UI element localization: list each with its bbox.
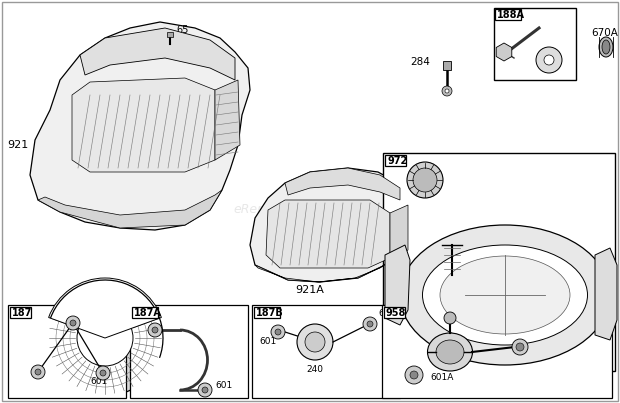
Text: 284: 284 — [410, 57, 430, 67]
Polygon shape — [266, 200, 390, 268]
Ellipse shape — [428, 333, 472, 371]
Circle shape — [77, 310, 133, 366]
Bar — [10, 307, 30, 318]
Circle shape — [100, 370, 106, 376]
Polygon shape — [285, 168, 400, 200]
Bar — [167, 32, 173, 37]
Circle shape — [444, 312, 456, 324]
Circle shape — [70, 320, 76, 326]
Polygon shape — [255, 260, 390, 282]
Ellipse shape — [599, 37, 613, 57]
Polygon shape — [80, 28, 235, 80]
Text: 601: 601 — [215, 380, 232, 390]
Wedge shape — [48, 278, 161, 338]
Circle shape — [271, 325, 285, 339]
Text: 601: 601 — [90, 378, 107, 386]
Circle shape — [202, 387, 208, 393]
Text: 921A: 921A — [296, 285, 324, 295]
Polygon shape — [250, 168, 408, 282]
Text: 601: 601 — [259, 337, 277, 347]
Ellipse shape — [436, 340, 464, 364]
Bar — [495, 9, 521, 20]
Text: 187A: 187A — [134, 308, 162, 318]
Circle shape — [31, 365, 45, 379]
Text: 188A: 188A — [497, 10, 525, 20]
Polygon shape — [595, 248, 617, 340]
Polygon shape — [38, 190, 222, 228]
Bar — [384, 307, 404, 318]
Circle shape — [152, 327, 158, 333]
Bar — [494, 8, 576, 80]
Text: 240: 240 — [306, 366, 324, 374]
Circle shape — [305, 332, 325, 352]
Text: 930: 930 — [17, 333, 38, 343]
Circle shape — [516, 343, 524, 351]
Bar — [254, 307, 280, 318]
Bar — [443, 61, 451, 70]
Circle shape — [275, 329, 281, 335]
Ellipse shape — [422, 245, 588, 345]
Text: 958: 958 — [386, 308, 406, 318]
Text: 601: 601 — [378, 310, 396, 318]
Ellipse shape — [400, 225, 610, 365]
Ellipse shape — [602, 40, 610, 54]
Text: eReplacementParts.com: eReplacementParts.com — [234, 204, 386, 216]
Text: 187B: 187B — [256, 308, 284, 318]
Circle shape — [410, 371, 418, 379]
Text: ↺: ↺ — [420, 175, 430, 185]
Circle shape — [66, 316, 80, 330]
Bar — [385, 155, 405, 166]
Bar — [382, 305, 612, 398]
Circle shape — [407, 162, 443, 198]
Polygon shape — [390, 205, 408, 260]
Polygon shape — [30, 22, 250, 230]
Circle shape — [512, 339, 528, 355]
Text: 601A: 601A — [430, 374, 453, 382]
Circle shape — [198, 383, 212, 397]
Bar — [383, 153, 615, 371]
Circle shape — [536, 47, 562, 73]
Text: 65: 65 — [176, 25, 188, 35]
Text: 921: 921 — [7, 140, 28, 150]
Bar — [132, 307, 158, 318]
Bar — [252, 305, 400, 398]
Circle shape — [442, 86, 452, 96]
Circle shape — [367, 321, 373, 327]
Bar — [8, 305, 126, 398]
Polygon shape — [385, 245, 410, 325]
Circle shape — [405, 366, 423, 384]
Circle shape — [297, 324, 333, 360]
Circle shape — [47, 280, 163, 396]
Ellipse shape — [440, 256, 570, 334]
Circle shape — [413, 168, 437, 192]
Text: 972: 972 — [387, 156, 407, 166]
Circle shape — [445, 89, 449, 93]
Text: 187: 187 — [12, 308, 32, 318]
Polygon shape — [72, 78, 215, 172]
Circle shape — [35, 369, 41, 375]
Bar — [130, 305, 248, 398]
Text: 957: 957 — [411, 175, 431, 185]
Circle shape — [544, 55, 554, 65]
Circle shape — [148, 323, 162, 337]
Text: 670A: 670A — [591, 28, 618, 38]
Polygon shape — [215, 80, 240, 160]
Circle shape — [363, 317, 377, 331]
Circle shape — [96, 366, 110, 380]
